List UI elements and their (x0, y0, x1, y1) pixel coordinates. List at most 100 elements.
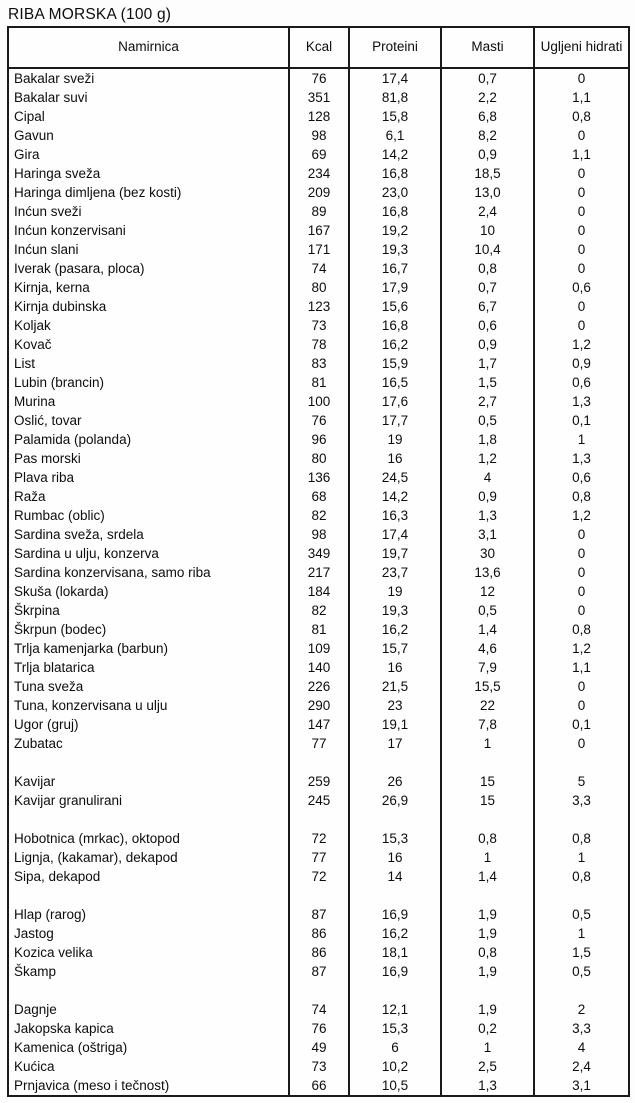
table-row: Gavun 98 6,1 8,2 0 (7, 126, 630, 145)
kcal-cell: 87 (288, 905, 350, 924)
table-row: Kovač 78 16,2 0,9 1,2 (7, 335, 630, 354)
carbs-cell: 2 (533, 1000, 630, 1019)
protein-cell: 16,3 (348, 506, 442, 525)
fat-cell: 2,4 (440, 202, 535, 221)
kcal-cell: 245 (288, 791, 350, 810)
food-name-cell: Oslić, tovar (7, 411, 290, 430)
protein-cell: 17,9 (348, 278, 442, 297)
kcal-cell: 68 (288, 487, 350, 506)
protein-cell: 16,8 (348, 202, 442, 221)
food-name-cell: Škamp (7, 962, 290, 981)
fat-cell: 8,2 (440, 126, 535, 145)
food-name-cell: Haringa sveža (7, 164, 290, 183)
food-name-cell: Gavun (7, 126, 290, 145)
table-row: Pas morski 80 16 1,2 1,3 (7, 449, 630, 468)
protein-cell: 16,7 (348, 259, 442, 278)
carbs-cell: 1,1 (533, 88, 630, 107)
fat-cell: 0,5 (440, 601, 535, 620)
table-row: Hlap (rarog) 87 16,9 1,9 0,5 (7, 905, 630, 924)
carbs-cell: 0 (533, 164, 630, 183)
protein-cell: 17 (348, 734, 442, 753)
kcal-cell: 77 (288, 734, 350, 753)
table-row: Sardina sveža, srdela 98 17,4 3,1 0 (7, 525, 630, 544)
column-header-masti: Masti (440, 27, 535, 69)
table-row: Tuna, konzervisana u ulju 290 23 22 0 (7, 696, 630, 715)
fat-cell: 0,9 (440, 145, 535, 164)
fat-cell (440, 886, 535, 905)
carbs-cell: 1,2 (533, 506, 630, 525)
fat-cell (440, 810, 535, 829)
protein-cell: 19 (348, 430, 442, 449)
header-row: Namirnica Kcal Proteini Masti Ugljeni hidrat… (7, 27, 630, 69)
table-row: Kirnja, kerna 80 17,9 0,7 0,6 (7, 278, 630, 297)
fat-cell: 13,0 (440, 183, 535, 202)
food-name-cell: Inćun konzervisani (7, 221, 290, 240)
kcal-cell: 234 (288, 164, 350, 183)
table-row: Inćun slani 171 19,3 10,4 0 (7, 240, 630, 259)
kcal-cell: 351 (288, 88, 350, 107)
food-name-cell: Lubin (brancin) (7, 373, 290, 392)
kcal-cell (288, 981, 350, 1000)
kcal-cell (288, 886, 350, 905)
carbs-cell: 0,1 (533, 715, 630, 734)
kcal-cell: 82 (288, 601, 350, 620)
kcal-cell: 136 (288, 468, 350, 487)
carbs-cell: 1 (533, 430, 630, 449)
fat-cell: 1,9 (440, 962, 535, 981)
kcal-cell: 171 (288, 240, 350, 259)
carbs-cell: 0,6 (533, 468, 630, 487)
carbs-cell: 0,8 (533, 867, 630, 886)
carbs-cell: 0,6 (533, 278, 630, 297)
fat-cell: 0,9 (440, 335, 535, 354)
food-name-cell (7, 810, 290, 829)
protein-cell: 16,2 (348, 620, 442, 639)
fat-cell: 6,8 (440, 107, 535, 126)
table-row: Haringa dimljena (bez kosti) 209 23,0 13,0 0 (7, 183, 630, 202)
carbs-cell: 1,2 (533, 335, 630, 354)
food-name-cell: Kovač (7, 335, 290, 354)
kcal-cell: 74 (288, 1000, 350, 1019)
fat-cell: 1,7 (440, 354, 535, 373)
carbs-cell: 0 (533, 677, 630, 696)
kcal-cell: 66 (288, 1076, 350, 1096)
protein-cell: 14,2 (348, 145, 442, 164)
table-row: Trlja kamenjarka (barbun) 109 15,7 4,6 1,2 (7, 639, 630, 658)
protein-cell: 23,0 (348, 183, 442, 202)
food-name-cell: List (7, 354, 290, 373)
table-row: Škamp 87 16,9 1,9 0,5 (7, 962, 630, 981)
protein-cell: 14,2 (348, 487, 442, 506)
protein-cell: 19 (348, 582, 442, 601)
fat-cell: 0,7 (440, 278, 535, 297)
table-row: Kućica 73 10,2 2,5 2,4 (7, 1057, 630, 1076)
protein-cell: 23 (348, 696, 442, 715)
fat-cell: 30 (440, 544, 535, 563)
kcal-cell: 82 (288, 506, 350, 525)
protein-cell: 15,3 (348, 1019, 442, 1038)
carbs-cell: 4 (533, 1038, 630, 1057)
table-row: Sardina konzervisana, samo riba 217 23,7 13… (7, 563, 630, 582)
carbs-cell: 1,1 (533, 145, 630, 164)
protein-cell: 15,7 (348, 639, 442, 658)
fat-cell: 1,3 (440, 1076, 535, 1096)
protein-cell: 17,4 (348, 68, 442, 88)
table-row: Kozica velika 86 18,1 0,8 1,5 (7, 943, 630, 962)
carbs-cell: 0,5 (533, 905, 630, 924)
fat-cell: 1,8 (440, 430, 535, 449)
fat-cell (440, 981, 535, 1000)
carbs-cell: 0 (533, 734, 630, 753)
protein-cell: 19,2 (348, 221, 442, 240)
kcal-cell: 209 (288, 183, 350, 202)
food-name-cell: Škrpun (bodec) (7, 620, 290, 639)
fat-cell: 1,2 (440, 449, 535, 468)
table-row: Plava riba 136 24,5 4 0,6 (7, 468, 630, 487)
kcal-cell: 49 (288, 1038, 350, 1057)
kcal-cell: 76 (288, 411, 350, 430)
fat-cell: 1 (440, 734, 535, 753)
food-name-cell: Škrpina (7, 601, 290, 620)
table-row: Tuna sveža 226 21,5 15,5 0 (7, 677, 630, 696)
food-name-cell: Palamida (polanda) (7, 430, 290, 449)
table-row: Kavijar granulirani 245 26,9 15 3,3 (7, 791, 630, 810)
carbs-cell: 0 (533, 297, 630, 316)
food-name-cell: Kavijar (7, 772, 290, 791)
